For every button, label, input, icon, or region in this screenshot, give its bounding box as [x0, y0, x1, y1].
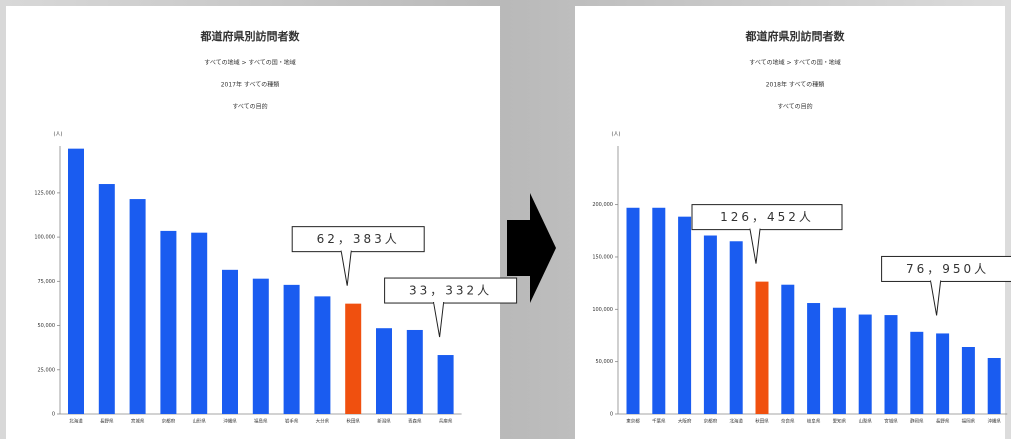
x-tick-label: 沖縄県 — [987, 418, 1001, 425]
x-tick-label: 長野県 — [100, 418, 114, 425]
x-tick-label: 東京都 — [626, 418, 640, 425]
y-tick-label: 75,000 — [38, 279, 56, 285]
x-tick-label: 北海道 — [729, 418, 743, 425]
bar — [832, 307, 846, 414]
bar — [345, 303, 362, 414]
x-tick-label: 宮城県 — [131, 418, 145, 425]
chart-title: 都道府県別訪問者数 — [745, 29, 846, 43]
bar — [884, 315, 898, 414]
bar — [755, 281, 769, 414]
bar — [314, 296, 331, 414]
callout-box — [691, 204, 843, 231]
x-tick-label: 京都府 — [162, 418, 176, 425]
x-tick-label: 福島県 — [254, 418, 268, 425]
callout-gap — [434, 301, 444, 304]
x-tick-label: 青森県 — [408, 418, 422, 425]
chart-subtitle: すべての目的 — [232, 103, 267, 111]
bar — [98, 184, 115, 414]
chart-title: 都道府県別訪問者数 — [200, 29, 301, 43]
value-label: 76，950人 — [906, 262, 989, 276]
bar — [910, 331, 924, 414]
arrow — [507, 193, 556, 303]
callout-box — [291, 226, 425, 253]
bar — [437, 355, 454, 414]
x-tick-label: 兵庫県 — [439, 418, 453, 425]
x-tick-label: 長野県 — [936, 418, 950, 425]
bar — [703, 235, 717, 414]
bar — [252, 278, 269, 414]
bar — [283, 284, 300, 414]
y-tick-label: 150,000 — [592, 254, 613, 260]
x-tick-label: 福岡県 — [962, 418, 976, 425]
x-tick-label: 北海道 — [69, 418, 83, 425]
y-tick-label: 0 — [610, 412, 613, 418]
bar — [936, 333, 950, 414]
bar — [987, 357, 1001, 414]
callout-box — [384, 277, 518, 304]
bar — [68, 148, 84, 414]
y-tick-label: 200,000 — [592, 202, 613, 208]
bar — [961, 347, 975, 414]
callout-gap — [750, 228, 760, 231]
bar — [858, 314, 872, 414]
bar — [129, 199, 146, 414]
y-tick-label: 125,000 — [34, 190, 55, 196]
chart-subtitle: 2017年 すべての種類 — [221, 81, 280, 89]
y-tick-label: 25,000 — [38, 367, 56, 373]
x-tick-label: 沖縄県 — [223, 418, 237, 425]
x-tick-label: 京都府 — [704, 418, 718, 425]
x-tick-label: 新潟県 — [377, 418, 391, 425]
chart-subtitle: 2018年 すべての種類 — [766, 81, 825, 89]
chart-subtitle: すべての地域 > すべての国・地域 — [204, 59, 296, 67]
value-label: 126，452人 — [720, 210, 814, 224]
bar — [626, 207, 640, 414]
bar — [652, 207, 666, 414]
x-tick-label: 大阪府 — [678, 418, 692, 425]
x-tick-label: 静岡県 — [910, 418, 924, 425]
x-tick-label: 山梨県 — [858, 418, 872, 425]
x-tick-label: 秋田県 — [755, 418, 769, 425]
x-tick-label: 千葉県 — [652, 418, 666, 425]
y-tick-label: 100,000 — [592, 307, 613, 313]
bar — [729, 241, 743, 414]
y-tick-label: 0 — [52, 412, 55, 418]
y-tick-label: 50,000 — [38, 323, 56, 329]
bar — [160, 230, 177, 414]
x-tick-label: 秋田県 — [346, 418, 360, 425]
y-axis-label: (人) — [612, 132, 621, 138]
callout-box — [881, 255, 1011, 282]
bar — [406, 329, 423, 414]
bar — [781, 284, 795, 414]
x-tick-label: 山形県 — [192, 418, 206, 425]
chart-subtitle: すべての目的 — [777, 103, 812, 111]
y-tick-label: 50,000 — [596, 359, 614, 365]
bar — [678, 216, 692, 414]
y-axis-label: (人) — [54, 132, 63, 138]
x-tick-label: 岐阜県 — [807, 418, 821, 425]
chart-subtitle: すべての地域 > すべての国・地域 — [749, 59, 841, 67]
bar — [807, 303, 821, 414]
bar — [222, 269, 238, 414]
y-tick-label: 100,000 — [34, 235, 55, 241]
x-tick-label: 愛知県 — [833, 418, 847, 425]
value-label: 62，383人 — [317, 232, 400, 246]
callout-gap — [341, 250, 351, 253]
x-tick-label: 奈良県 — [781, 418, 795, 425]
bar — [191, 232, 208, 414]
bar — [376, 328, 392, 414]
value-label: 33，332人 — [409, 284, 492, 298]
x-tick-label: 岩手県 — [285, 418, 299, 425]
callout-gap — [931, 279, 941, 282]
x-tick-label: 宮城県 — [884, 418, 898, 425]
x-tick-label: 大分県 — [316, 418, 330, 425]
